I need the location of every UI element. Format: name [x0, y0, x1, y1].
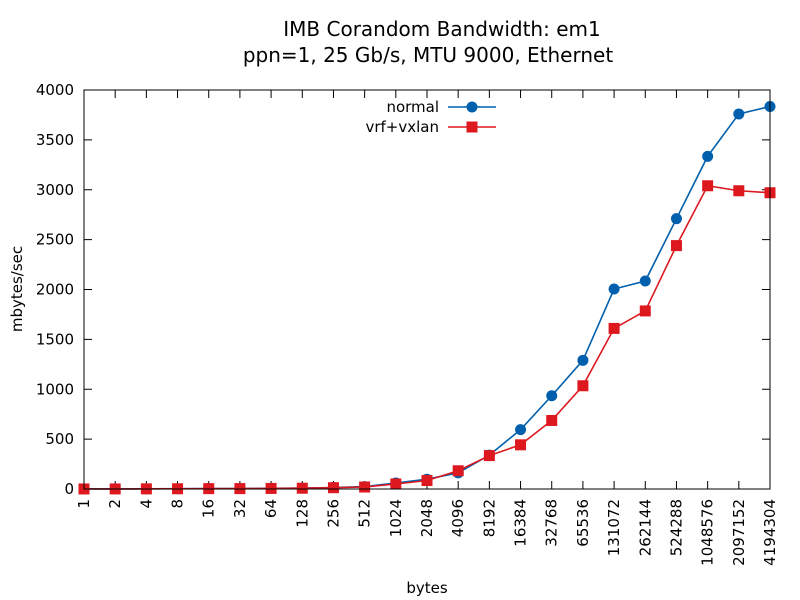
data-point [546, 390, 558, 402]
series-line [83, 184, 771, 490]
x-tick-label: 1 [75, 499, 93, 509]
chart-title: IMB Corandom Bandwidth: em1 [283, 17, 600, 41]
y-axis: 0 500 1000 1500 2000 2500 3000 3500 4000 [36, 81, 770, 498]
data-point [670, 240, 682, 252]
x-tick-label: 128 [293, 499, 311, 528]
x-tick-label: 131072 [605, 499, 623, 556]
data-point [702, 180, 714, 192]
data-point [327, 482, 339, 494]
x-tick-label: 8 [169, 499, 187, 509]
x-tick-label: 32 [231, 499, 249, 518]
y-tick-label: 2500 [36, 231, 74, 249]
x-tick-label: 65536 [574, 499, 592, 547]
x-tick-label: 1048576 [699, 499, 717, 566]
y-tick-label: 3000 [36, 181, 74, 199]
legend-label: normal [386, 98, 439, 116]
data-point [296, 482, 308, 494]
y-tick-label: 0 [64, 480, 74, 498]
series-normal [78, 100, 776, 495]
series-line [83, 105, 771, 490]
x-tick-label: 64 [262, 499, 280, 518]
x-axis: 1 2 4 8 16 32 64 128 256 512 1024 2048 4096 8192 16384… [75, 90, 779, 566]
data-point [577, 380, 589, 392]
data-point [639, 305, 651, 317]
data-point [639, 275, 651, 287]
x-tick-label: 1024 [387, 499, 405, 537]
data-point [670, 213, 682, 225]
x-tick-label: 512 [356, 499, 374, 528]
plot-series [78, 100, 776, 495]
x-tick-label: 256 [324, 499, 342, 528]
data-point [733, 108, 745, 120]
x-tick-label: 16 [200, 499, 218, 518]
data-point [265, 482, 277, 494]
data-point [702, 150, 714, 162]
data-point [608, 322, 620, 334]
x-tick-label: 4096 [449, 499, 467, 537]
x-tick-label: 2097152 [730, 499, 748, 566]
x-tick-label: 4194304 [761, 499, 779, 566]
legend: normal vrf+vxlan [365, 98, 496, 136]
legend-marker [466, 121, 478, 133]
data-point [452, 465, 464, 477]
data-point [515, 439, 527, 451]
data-point [390, 478, 402, 490]
x-tick-label: 4 [137, 499, 155, 509]
data-point [515, 424, 527, 436]
x-tick-label: 2048 [418, 499, 436, 537]
y-tick-label: 3500 [36, 131, 74, 149]
data-point [546, 414, 558, 426]
series-vrf-vxlan [78, 180, 776, 495]
legend-label: vrf+vxlan [365, 118, 439, 136]
y-tick-label: 500 [45, 430, 74, 448]
x-tick-label: 262144 [636, 499, 654, 556]
x-tick-label: 524288 [667, 499, 685, 556]
data-point [608, 283, 620, 295]
y-tick-label: 1000 [36, 380, 74, 398]
data-point [421, 475, 433, 487]
x-tick-label: 2 [106, 499, 124, 509]
legend-marker [466, 101, 478, 113]
x-tick-label: 16384 [512, 499, 530, 547]
y-tick-label: 2000 [36, 281, 74, 299]
chart-subtitle: ppn=1, 25 Gb/s, MTU 9000, Ethernet [243, 43, 614, 67]
data-point [577, 354, 589, 366]
data-point [483, 450, 495, 462]
x-axis-label: bytes [406, 579, 448, 597]
y-tick-label: 4000 [36, 81, 74, 99]
y-axis-label: mbytes/sec [8, 246, 26, 332]
plot-frame [83, 89, 771, 490]
x-tick-label: 8192 [480, 499, 498, 537]
data-point [359, 481, 371, 493]
data-point [733, 185, 745, 197]
x-tick-label: 32768 [543, 499, 561, 547]
y-tick-label: 1500 [36, 330, 74, 348]
